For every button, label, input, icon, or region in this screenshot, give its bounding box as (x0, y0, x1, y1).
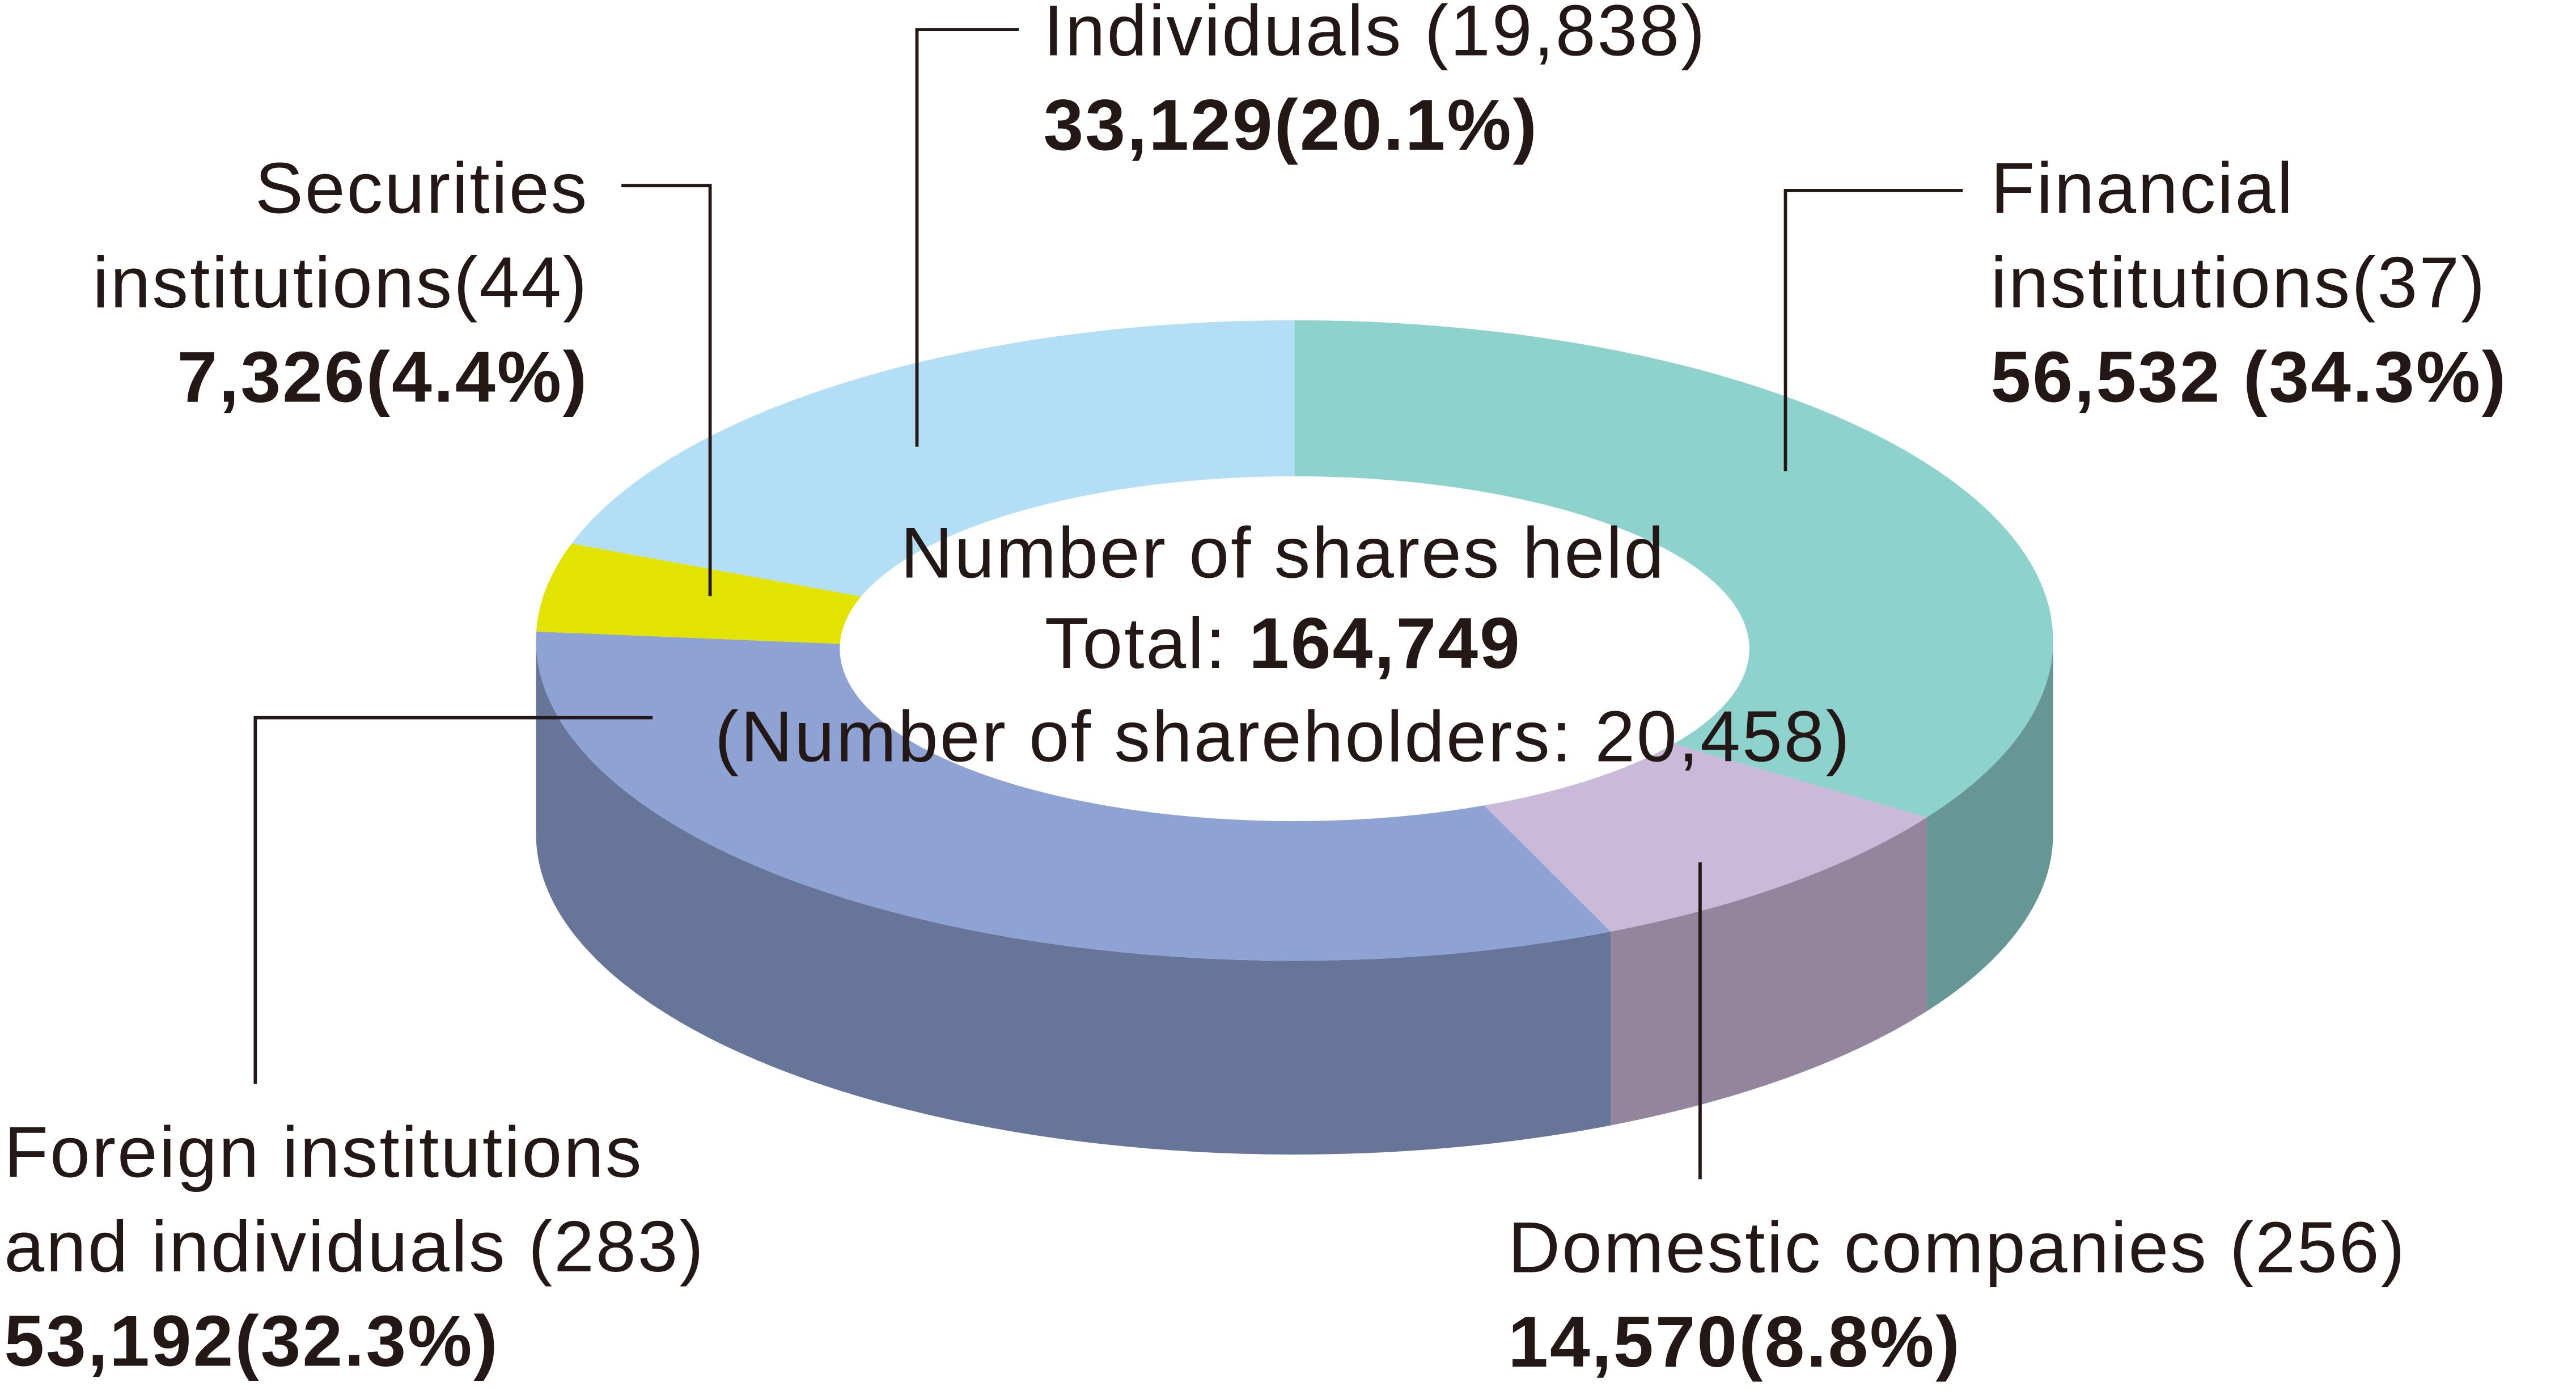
pie (536, 320, 2053, 1155)
value-label: 53,192(32.3%) (4, 1301, 499, 1381)
slice (536, 631, 1611, 961)
category-label: Individuals (19,838) (1043, 0, 1706, 71)
value-label: 7,326(4.4%) (177, 337, 588, 417)
category-label: institutions(37) (1991, 243, 2487, 323)
category-label: and individuals (283) (4, 1207, 705, 1287)
total-text: Total: 164,749 (1045, 603, 1522, 684)
value-label: 14,570(8.8%) (1508, 1302, 1961, 1382)
total-label: Total: (1045, 603, 1227, 684)
center-text: Number of shares held Total: 164,749 (Nu… (715, 513, 1852, 777)
category-label: Financial (1991, 148, 2295, 229)
value-label: 56,532 (34.3%) (1991, 337, 2508, 417)
category-label: institutions(44) (92, 243, 588, 323)
shareholders-note: (Number of shareholders: 20,458) (715, 697, 1852, 777)
value-label: 33,129(20.1%) (1043, 85, 1538, 166)
labels: Financial institutions(37) 56,532 (34.3%) D… (4, 0, 2508, 1382)
slice-side (1926, 640, 2053, 1012)
category-label: Foreign institutions (4, 1112, 643, 1193)
slice-side (1611, 817, 1927, 1126)
slice (1294, 320, 2053, 818)
leader-line (253, 716, 653, 1084)
slice-side (536, 640, 1611, 1155)
leader-line (1783, 189, 1963, 472)
slice (1484, 743, 1927, 932)
chart-title: Number of shares held (900, 513, 1666, 593)
category-label: Domestic companies (256) (1508, 1207, 2406, 1288)
category-label: Securities (255, 148, 588, 229)
total-value: 164,749 (1249, 603, 1522, 684)
leader-line (915, 28, 1019, 447)
slice (571, 320, 1295, 597)
slice (536, 543, 861, 644)
leader-line (621, 184, 712, 597)
